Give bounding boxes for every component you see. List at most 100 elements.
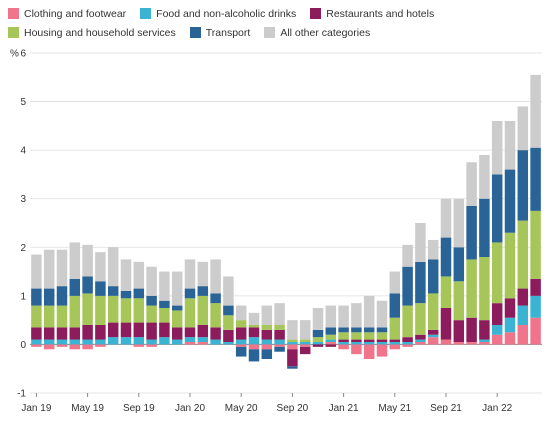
bar-segment [31, 339, 42, 345]
x-tick-label: Jan 20 [175, 403, 205, 414]
legend-item-housing: Housing and household services [8, 27, 176, 39]
bar-segment [325, 305, 337, 328]
bar-segment [466, 342, 477, 345]
bar-segment [415, 303, 426, 335]
bar-segment [223, 329, 234, 342]
bar-segment [299, 342, 311, 345]
bar-segment [530, 278, 541, 296]
bar-segment [261, 344, 273, 350]
x-tick-label: May 20 [225, 403, 258, 414]
bar-segment [440, 198, 452, 238]
y-axis-label: % [10, 49, 19, 60]
bar-segment [146, 339, 157, 345]
bar-segment [363, 327, 375, 333]
y-tick-label: 1 [20, 291, 26, 302]
x-tick-label: Jan 19 [21, 403, 51, 414]
bar-segment [466, 162, 477, 206]
bar-segment [95, 339, 106, 345]
bar-segment [197, 342, 209, 345]
legend-item-restaurants: Restaurants and hotels [310, 8, 434, 20]
bar-segment [287, 349, 298, 367]
bar-segment [107, 322, 119, 338]
bar-segment [504, 332, 516, 345]
bar-segment [171, 339, 183, 345]
bar-segment [389, 344, 401, 350]
bar-segment [517, 150, 529, 221]
bar-segment [376, 344, 388, 357]
bar-segment [146, 344, 157, 347]
bar-segment [504, 169, 516, 233]
bar-segment [120, 291, 132, 299]
bar-segment [274, 339, 285, 345]
bar-segment [427, 259, 439, 294]
bar-segment [235, 327, 247, 340]
legend-row-1: Clothing and footwear Food and non-alcoh… [8, 4, 548, 23]
bar-segment [363, 339, 375, 342]
bar-segment [82, 276, 93, 294]
bar-segment [133, 344, 145, 347]
bar-segment [427, 293, 439, 330]
bar-segment [453, 198, 465, 248]
bar-segment [235, 339, 247, 345]
x-tick-label: May 21 [378, 403, 411, 414]
bar-segment [146, 305, 157, 323]
bar-segment [223, 315, 234, 330]
bar-segment [171, 305, 183, 311]
bar-segment [312, 337, 324, 342]
bar-segment [338, 339, 349, 342]
bar-segment [31, 344, 42, 347]
legend-label-clothing: Clothing and footwear [24, 7, 127, 20]
bar-segment [363, 342, 375, 345]
bar-segment [210, 259, 221, 294]
legend-swatch-transport [189, 27, 201, 38]
bar-segment [491, 303, 503, 325]
bar-segment [389, 293, 401, 318]
bar-segment [210, 303, 221, 328]
bar-segment [402, 305, 413, 338]
bar-segment [517, 220, 529, 289]
chart-legend: Clothing and footwear Food and non-alcoh… [8, 4, 548, 42]
bar-segment [402, 244, 413, 267]
bar-segment [312, 344, 324, 347]
bar-segment [235, 320, 247, 328]
bar-segment [248, 337, 260, 345]
x-tick-label: Sep 19 [123, 403, 155, 414]
bar-segment [223, 276, 234, 306]
bar-segment [133, 337, 145, 345]
bar-segment [274, 325, 285, 330]
bar-segment [325, 334, 337, 340]
bar-segment [530, 317, 541, 345]
bar-segment [56, 339, 68, 345]
bar-segment [351, 327, 362, 333]
bar-segment [491, 334, 503, 345]
bar-segment [479, 155, 490, 199]
bar-segment [530, 147, 541, 211]
bar-segment [248, 325, 260, 328]
bar-segment [261, 325, 273, 330]
bar-segment [43, 288, 55, 306]
bar-segment [415, 223, 426, 262]
bar-segment [82, 344, 93, 350]
bar-segment [491, 174, 503, 243]
legend-row-2: Housing and household services Transport… [8, 23, 548, 42]
bar-segment [197, 337, 209, 342]
bar-segment [517, 305, 529, 325]
bar-segment [133, 288, 145, 299]
x-tick-label: Jan 22 [482, 403, 512, 414]
bar-segment [491, 242, 503, 304]
bar-segment [159, 300, 170, 308]
bar-segment [274, 303, 285, 325]
bar-segment [69, 339, 81, 345]
bar-segment [95, 325, 106, 340]
bar-segment [223, 305, 234, 316]
bar-segment [287, 342, 298, 345]
bar-segment [338, 342, 349, 345]
bar-segment [223, 342, 234, 345]
bar-segment [184, 288, 196, 299]
legend-item-clothing: Clothing and footwear [8, 8, 126, 20]
bar-segment [248, 312, 260, 325]
bar-segment [389, 342, 401, 345]
x-tick-label: Sep 20 [277, 403, 309, 414]
bar-segment [248, 344, 260, 350]
legend-label-food: Food and non-alcoholic drinks [156, 7, 297, 20]
